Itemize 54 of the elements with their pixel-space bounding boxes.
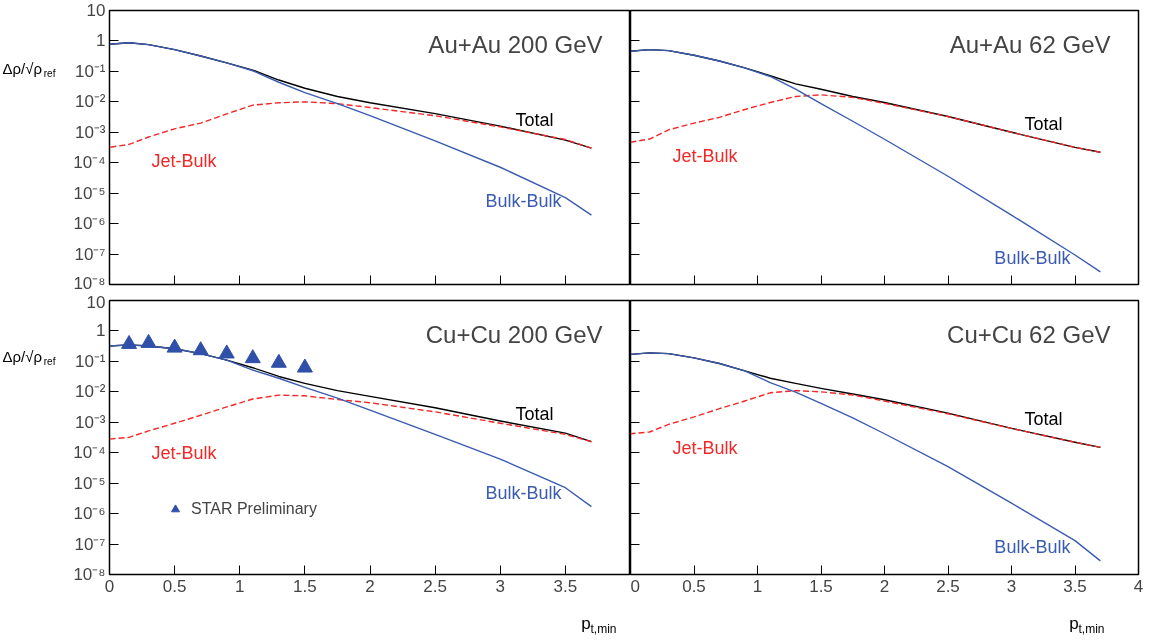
x-tick-label: 0.5	[682, 576, 706, 596]
x-tick-label: 3	[1006, 576, 1017, 596]
series-label: Jet-Bulk	[151, 151, 218, 172]
y-tick-label: 1	[96, 321, 106, 341]
y-tick-label: 10⁻¹	[74, 351, 106, 371]
x-tick-label: 0	[104, 576, 115, 596]
x-tick-label: 1.5	[809, 576, 833, 596]
series-label: Total	[515, 403, 554, 424]
y-tick-label: 1	[96, 31, 106, 51]
series-label: Bulk-Bulk	[485, 191, 563, 212]
series-label: Total	[1024, 409, 1063, 430]
x-tick-label: 2.5	[936, 576, 960, 596]
y-tick-label: 10⁻³	[74, 122, 106, 142]
legend-label: STAR Preliminary	[191, 500, 317, 518]
x-tick-label: 2	[365, 576, 375, 596]
x-tick-label: 2	[879, 576, 890, 596]
series-label: Total	[1024, 114, 1063, 135]
x-tick-label: 3.5	[1063, 576, 1087, 596]
y-tick-label: 10⁻⁵	[73, 473, 106, 493]
y-tick-label: 10	[86, 292, 106, 312]
x-tick-label: 0	[630, 576, 640, 596]
text: Cu+Cu 62 GeV	[947, 320, 1111, 348]
y-tick-label: 10⁻²	[74, 92, 106, 112]
y-tick-label: 10	[86, 1, 106, 20]
text: Cu+Cu 200 GeV	[425, 320, 603, 348]
x-tick-label: 3.5	[553, 576, 578, 596]
x-tick-label: 1.5	[293, 576, 317, 596]
x-tick-label: 1	[752, 576, 763, 596]
y-tick-label: 10⁻²	[74, 382, 106, 402]
y-tick-label: 10⁻³	[74, 412, 106, 432]
y-tick-label: 10⁻⁴	[73, 153, 106, 173]
y-tick-label: 10⁻⁵	[73, 183, 106, 203]
series-label: Total	[515, 110, 554, 131]
y-tick-label: 10⁻⁴	[73, 443, 106, 463]
y-tick-label: 10⁻⁶	[73, 214, 106, 234]
x-tick-label: 1	[235, 576, 245, 596]
series-label: Jet-Bulk	[672, 437, 739, 458]
series-label: Jet-Bulk	[672, 146, 739, 167]
series-label: Bulk-Bulk	[994, 247, 1072, 268]
x-tick-label: 3	[495, 576, 505, 596]
y-tick-label: 10⁻⁸	[73, 565, 106, 584]
text: Au+Au 200 GeV	[428, 30, 603, 58]
y-tick-label: 10⁻⁶	[73, 504, 106, 524]
series-label: Jet-Bulk	[151, 443, 218, 464]
x-tick-label: 4	[1133, 576, 1144, 596]
y-tick-label: 10⁻¹	[74, 61, 106, 81]
series-label: Bulk-Bulk	[994, 536, 1072, 557]
x-tick-label: 2.5	[423, 576, 447, 596]
series-label: Bulk-Bulk	[485, 482, 563, 503]
y-tick-label: 10⁻⁷	[74, 534, 106, 554]
y-tick-label: 10⁻⁷	[74, 244, 106, 264]
y-tick-label: 10⁻⁸	[73, 273, 106, 293]
x-tick-label: 0.5	[162, 576, 187, 596]
text: Au+Au 62 GeV	[949, 30, 1111, 58]
